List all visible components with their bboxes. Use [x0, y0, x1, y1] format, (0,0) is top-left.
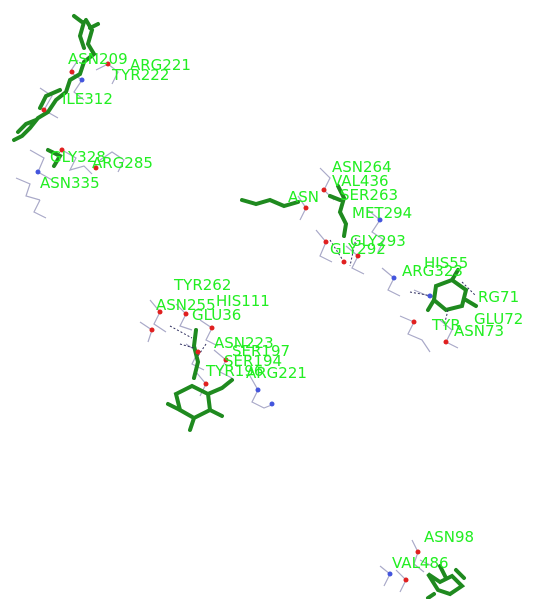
- ligand-bottom: [426, 564, 466, 599]
- atoms-cluster-middle: [149, 309, 275, 407]
- label-arg71: RG71: [478, 288, 520, 306]
- label-val486: VAL486: [392, 554, 449, 572]
- label-gly293: GLY293: [350, 232, 406, 250]
- atoms-cluster-top-left: [35, 61, 111, 175]
- label-tyr196: TYR196: [206, 362, 264, 380]
- label-arg285: ARG285: [92, 154, 153, 172]
- label-arg221-top: ARG221: [130, 56, 191, 74]
- label-glu36: GLU36: [192, 306, 242, 324]
- label-ser197: SER197: [232, 342, 291, 360]
- label-ser194: SER194: [224, 352, 283, 370]
- label-his111: HIS111: [216, 292, 270, 310]
- label-ser263: SER263: [340, 186, 399, 204]
- label-asn264: ASN264: [332, 158, 392, 176]
- label-arg323: ARG323: [402, 262, 463, 280]
- residues-cluster-upper-right: [297, 167, 459, 353]
- label-asn209: ASN209: [68, 50, 128, 68]
- label-asn335: ASN335: [40, 174, 100, 192]
- label-tyr262: TYR262: [174, 276, 232, 294]
- hbonds-upper-right: [329, 237, 477, 327]
- label-asn73: ASN73: [454, 322, 505, 340]
- label-asn255: ASN255: [156, 296, 216, 314]
- atoms-cluster-bottom: [387, 549, 421, 583]
- hbonds-middle: [169, 325, 207, 357]
- label-glu72: GLU72: [474, 310, 524, 328]
- label-val436: VAL436: [332, 172, 389, 190]
- label-ile312: ILE312: [62, 90, 113, 108]
- atoms-cluster-upper-right: [303, 187, 449, 345]
- ligand-middle: [166, 328, 234, 432]
- ligand-upper-right: [240, 184, 478, 313]
- label-tyr: TYR: [432, 316, 461, 334]
- label-gly292: GLY292: [330, 240, 386, 258]
- label-tyr222: TYR222: [112, 66, 170, 84]
- label-asn: ASN: [288, 188, 320, 206]
- label-gly328: GLY328: [50, 148, 106, 166]
- ligand-top-left: [12, 14, 100, 168]
- label-asn98: ASN98: [424, 528, 475, 546]
- label-met294: MET294: [352, 204, 413, 222]
- residues-cluster-top-left: [15, 59, 125, 219]
- label-his55: HIS55: [424, 254, 469, 272]
- label-arg221-mid: ARG221: [246, 364, 307, 382]
- label-asn223: ASN223: [214, 334, 274, 352]
